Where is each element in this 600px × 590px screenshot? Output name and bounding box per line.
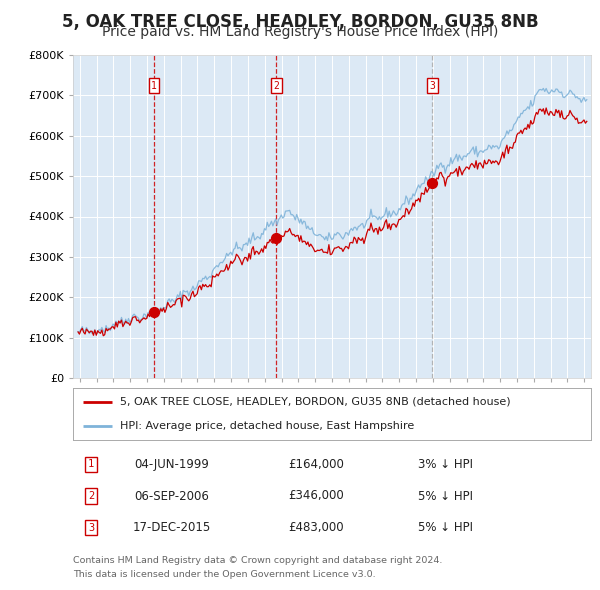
Text: 3: 3 [429, 81, 435, 91]
Text: 06-SEP-2006: 06-SEP-2006 [134, 490, 209, 503]
Text: HPI: Average price, detached house, East Hampshire: HPI: Average price, detached house, East… [119, 421, 414, 431]
Text: Contains HM Land Registry data © Crown copyright and database right 2024.: Contains HM Land Registry data © Crown c… [73, 556, 442, 565]
Text: 1: 1 [151, 81, 157, 91]
Text: 5, OAK TREE CLOSE, HEADLEY, BORDON, GU35 8NB (detached house): 5, OAK TREE CLOSE, HEADLEY, BORDON, GU35… [119, 396, 510, 407]
Text: 5, OAK TREE CLOSE, HEADLEY, BORDON, GU35 8NB: 5, OAK TREE CLOSE, HEADLEY, BORDON, GU35… [62, 13, 538, 31]
Text: 5% ↓ HPI: 5% ↓ HPI [418, 490, 473, 503]
Text: £164,000: £164,000 [289, 458, 344, 471]
Text: 5% ↓ HPI: 5% ↓ HPI [418, 521, 473, 534]
Point [271, 234, 281, 243]
Text: 2: 2 [88, 491, 94, 501]
Text: 3% ↓ HPI: 3% ↓ HPI [418, 458, 473, 471]
Text: 2: 2 [273, 81, 279, 91]
Text: This data is licensed under the Open Government Licence v3.0.: This data is licensed under the Open Gov… [73, 570, 376, 579]
Point [149, 307, 159, 316]
Text: £346,000: £346,000 [289, 490, 344, 503]
Point [427, 178, 437, 188]
Text: 3: 3 [88, 523, 94, 533]
Text: £483,000: £483,000 [289, 521, 344, 534]
Text: Price paid vs. HM Land Registry's House Price Index (HPI): Price paid vs. HM Land Registry's House … [102, 25, 498, 39]
Text: 17-DEC-2015: 17-DEC-2015 [132, 521, 211, 534]
Text: 1: 1 [88, 460, 94, 469]
Text: 04-JUN-1999: 04-JUN-1999 [134, 458, 209, 471]
